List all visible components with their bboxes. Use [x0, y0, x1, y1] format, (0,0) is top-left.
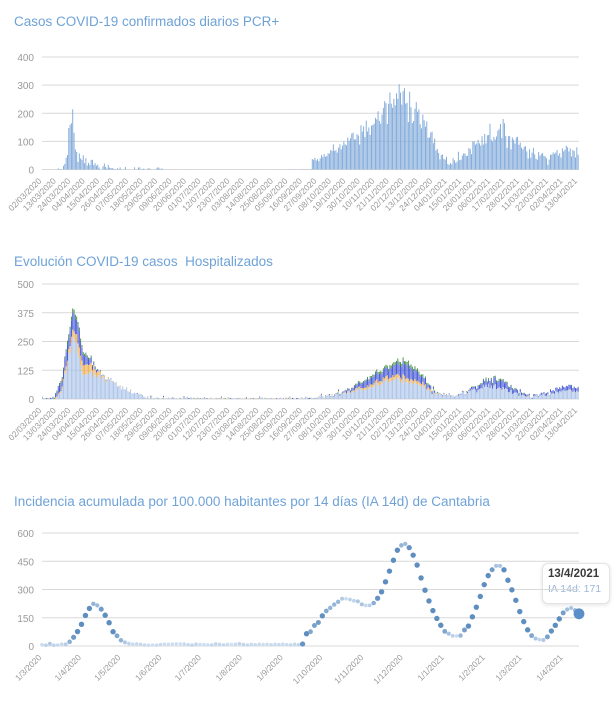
svg-text:600: 600	[17, 529, 34, 540]
svg-text:1/8/2020: 1/8/2020	[213, 652, 244, 683]
svg-text:500: 500	[17, 280, 34, 291]
svg-text:1/3/2021: 1/3/2021	[493, 652, 524, 683]
svg-text:1/3/2020: 1/3/2020	[13, 652, 44, 683]
svg-text:1/5/2020: 1/5/2020	[92, 652, 123, 683]
svg-text:250: 250	[17, 338, 34, 349]
svg-text:1/1/2021: 1/1/2021	[415, 652, 446, 683]
svg-text:125: 125	[17, 366, 34, 377]
svg-text:300: 300	[17, 586, 34, 597]
svg-text:200: 200	[17, 109, 34, 120]
svg-text:300: 300	[17, 81, 34, 92]
svg-text:0: 0	[28, 642, 34, 653]
svg-text:1/6/2020: 1/6/2020	[133, 652, 164, 683]
svg-text:400: 400	[17, 53, 34, 64]
svg-text:0: 0	[28, 395, 34, 406]
svg-text:1/11/2020: 1/11/2020	[332, 652, 366, 686]
svg-text:1/9/2020: 1/9/2020	[254, 652, 285, 683]
svg-text:1/7/2020: 1/7/2020	[173, 652, 204, 683]
svg-text:1/10/2020: 1/10/2020	[291, 652, 325, 686]
svg-text:150: 150	[17, 614, 34, 625]
svg-text:375: 375	[17, 309, 34, 320]
svg-text:1/2/2021: 1/2/2021	[456, 652, 487, 683]
svg-text:1/4/2020: 1/4/2020	[53, 652, 84, 683]
svg-text:1/4/2021: 1/4/2021	[534, 652, 565, 683]
svg-text:0: 0	[28, 166, 34, 177]
svg-text:450: 450	[17, 557, 34, 568]
svg-text:100: 100	[17, 137, 34, 148]
svg-text:1/12/2020: 1/12/2020	[371, 652, 405, 686]
